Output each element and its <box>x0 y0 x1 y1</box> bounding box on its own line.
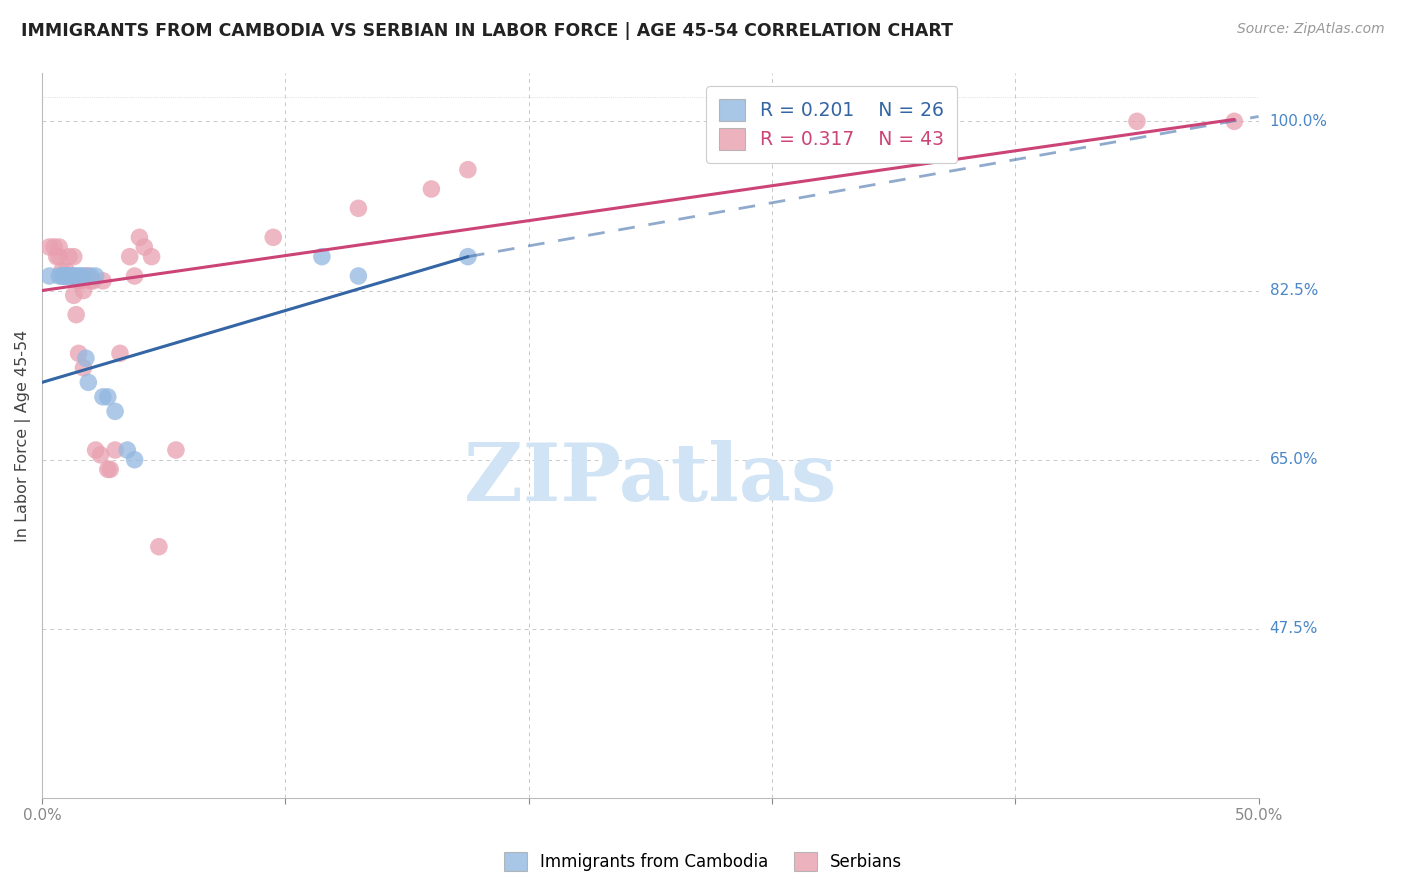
Point <box>38 240 60 254</box>
Point <box>67 346 90 360</box>
Point <box>53 268 76 283</box>
Point <box>80 268 103 283</box>
Point <box>70 274 93 288</box>
Point <box>60 268 83 283</box>
Point <box>77 268 100 283</box>
Legend: Immigrants from Cambodia, Serbians: Immigrants from Cambodia, Serbians <box>495 843 911 880</box>
Point <box>45 250 67 264</box>
Point <box>98 462 121 476</box>
Point <box>97 390 120 404</box>
Text: 65.0%: 65.0% <box>1270 452 1319 467</box>
Point <box>80 274 103 288</box>
Legend: R = 0.201    N = 26, R = 0.317    N = 43: R = 0.201 N = 26, R = 0.317 N = 43 <box>706 86 957 163</box>
Text: 82.5%: 82.5% <box>1270 283 1317 298</box>
Y-axis label: In Labor Force | Age 45-54: In Labor Force | Age 45-54 <box>15 329 31 541</box>
Point <box>67 274 90 288</box>
Point <box>65 268 87 283</box>
Point <box>311 250 333 264</box>
Point <box>124 452 146 467</box>
Point <box>1126 114 1149 128</box>
Point <box>118 250 141 264</box>
Point <box>48 268 70 283</box>
Point <box>165 443 187 458</box>
Point <box>72 284 94 298</box>
Point <box>104 443 127 458</box>
Point <box>75 351 97 366</box>
Point <box>117 443 139 458</box>
Point <box>58 250 80 264</box>
Point <box>48 240 70 254</box>
Point <box>84 443 107 458</box>
Point <box>457 250 479 264</box>
Point <box>58 268 80 283</box>
Point <box>51 268 73 283</box>
Point <box>48 250 70 264</box>
Point <box>97 462 120 476</box>
Point <box>148 540 170 554</box>
Text: 47.5%: 47.5% <box>1270 622 1317 636</box>
Point <box>67 268 90 283</box>
Point <box>53 268 76 283</box>
Point <box>65 308 87 322</box>
Point <box>89 448 111 462</box>
Text: ZIPatlas: ZIPatlas <box>464 440 837 518</box>
Point <box>124 268 146 283</box>
Point <box>55 268 77 283</box>
Point <box>70 268 93 283</box>
Point <box>128 230 150 244</box>
Point <box>62 268 84 283</box>
Point <box>420 182 443 196</box>
Point <box>1223 114 1246 128</box>
Point <box>55 264 77 278</box>
Point <box>62 288 84 302</box>
Point <box>141 250 163 264</box>
Point <box>60 268 83 283</box>
Point <box>38 268 60 283</box>
Point <box>72 360 94 375</box>
Text: IMMIGRANTS FROM CAMBODIA VS SERBIAN IN LABOR FORCE | AGE 45-54 CORRELATION CHART: IMMIGRANTS FROM CAMBODIA VS SERBIAN IN L… <box>21 22 953 40</box>
Point <box>72 268 94 283</box>
Point <box>134 240 156 254</box>
Point <box>55 268 77 283</box>
Point <box>44 240 66 254</box>
Point <box>75 268 97 283</box>
Point <box>82 274 104 288</box>
Point <box>347 202 370 216</box>
Point <box>457 162 479 177</box>
Point <box>262 230 284 244</box>
Point <box>91 274 114 288</box>
Point <box>84 268 107 283</box>
Text: 100.0%: 100.0% <box>1270 114 1327 128</box>
Text: Source: ZipAtlas.com: Source: ZipAtlas.com <box>1237 22 1385 37</box>
Point <box>53 268 76 283</box>
Point <box>62 250 84 264</box>
Point <box>104 404 127 418</box>
Point <box>785 134 807 148</box>
Point <box>347 268 370 283</box>
Point <box>108 346 131 360</box>
Point <box>77 376 100 390</box>
Point <box>51 264 73 278</box>
Point <box>91 390 114 404</box>
